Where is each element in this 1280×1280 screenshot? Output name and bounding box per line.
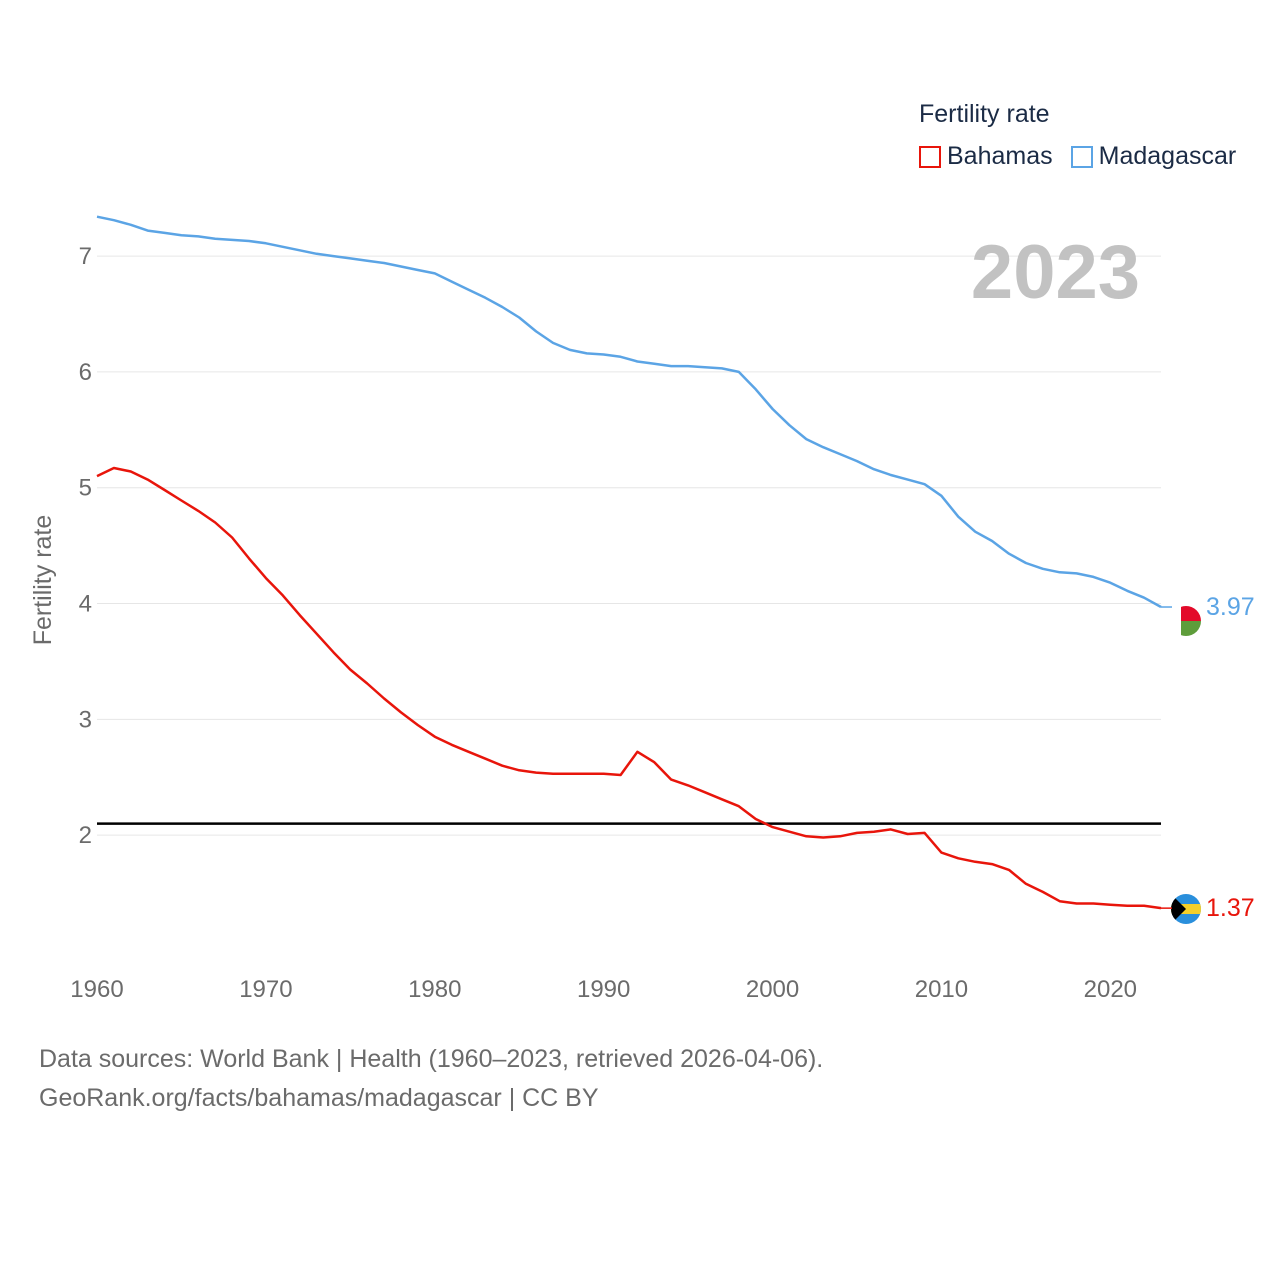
madagascar-flag-icon bbox=[1171, 606, 1201, 636]
series-line-bahamas bbox=[96, 466, 1162, 910]
end-value-labels: 3.97 1.37 bbox=[1161, 593, 1255, 922]
data-source-note: Data sources: World Bank | Health (1960–… bbox=[39, 1045, 824, 1073]
series-lines bbox=[96, 215, 1162, 910]
y-tick-label: 4 bbox=[79, 591, 92, 618]
x-tick-label: 1960 bbox=[70, 976, 123, 1003]
legend-item-madagascar[interactable]: Madagascar bbox=[1070, 142, 1237, 171]
legend: Bahamas Madagascar bbox=[919, 142, 1254, 171]
y-tick-label: 7 bbox=[79, 243, 92, 270]
y-axis-label: Fertility rate bbox=[29, 515, 57, 646]
bahamas-flag-icon bbox=[1171, 894, 1201, 924]
legend-label-bahamas: Bahamas bbox=[947, 142, 1053, 170]
y-tick-label: 6 bbox=[79, 359, 92, 386]
year-label: 2023 bbox=[971, 230, 1140, 315]
y-gridlines bbox=[97, 255, 1161, 836]
x-tick-label: 2010 bbox=[915, 976, 968, 1003]
x-tick-label: 2000 bbox=[746, 976, 799, 1003]
legend-label-madagascar: Madagascar bbox=[1098, 142, 1237, 170]
x-tick-label: 1970 bbox=[239, 976, 292, 1003]
legend-title: Fertility rate bbox=[919, 100, 1050, 128]
x-tick-label: 1980 bbox=[408, 976, 461, 1003]
legend-swatch-madagascar bbox=[1070, 145, 1093, 168]
axis-ticks: 2 3 4 5 6 7 1960 1970 1980 1990 2000 2010 2020 bbox=[70, 243, 1137, 1003]
series-line-madagascar bbox=[96, 215, 1162, 609]
y-tick-label: 5 bbox=[79, 475, 92, 502]
end-value-madagascar: 3.97 bbox=[1206, 593, 1255, 621]
x-tick-label: 2020 bbox=[1084, 976, 1137, 1003]
legend-swatch-bahamas bbox=[919, 145, 941, 168]
legend-item-bahamas[interactable]: Bahamas bbox=[919, 142, 1053, 171]
end-value-bahamas: 1.37 bbox=[1206, 894, 1255, 922]
source-link[interactable]: GeoRank.org/facts/bahamas/madagascar | C… bbox=[39, 1084, 599, 1112]
y-tick-label: 2 bbox=[79, 822, 92, 849]
x-tick-label: 1990 bbox=[577, 976, 630, 1003]
y-tick-label: 3 bbox=[79, 706, 92, 733]
